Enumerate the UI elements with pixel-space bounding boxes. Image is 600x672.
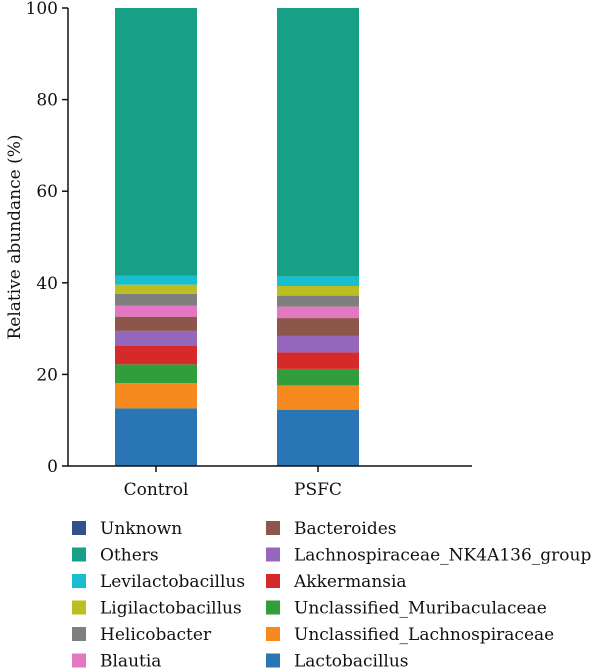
bar-segment-psfc-akkermansia [277, 352, 359, 369]
legend-swatch-helicobacter [72, 627, 86, 641]
legend-label: Unclassified_Muribaculaceae [294, 599, 547, 619]
legend-label: Akkermansia [293, 572, 407, 592]
bar-segment-psfc-unclassified-muribaculaceae [277, 368, 359, 386]
bar-segment-psfc-lachnospiraceae-nk4a136-group [277, 335, 359, 353]
legend-swatch-unclassified-lachnospiraceae [266, 627, 280, 641]
bar-segment-control-unclassified-lachnospiraceae [115, 383, 197, 409]
legend-swatch-akkermansia [266, 574, 280, 588]
legend-swatch-lachnospiraceae-nk4a136-group [266, 547, 280, 562]
x-tick-label: PSFC [294, 480, 342, 500]
bar-segment-psfc-levilactobacillus [277, 276, 359, 287]
x-tick-label: Control [124, 480, 189, 500]
bar-segment-psfc-unclassified-lachnospiraceae [277, 385, 359, 410]
legend-label: Others [100, 546, 159, 566]
bar-segment-control-ligilactobacillus [115, 284, 197, 294]
bar-segment-psfc-lactobacillus [277, 409, 359, 466]
bar-segment-control-lactobacillus [115, 408, 197, 466]
y-tick-label: 20 [36, 365, 58, 385]
bar-segment-control-helicobacter [115, 293, 197, 306]
y-tick-label: 60 [36, 182, 58, 202]
y-tick-label: 0 [47, 457, 58, 477]
y-tick-label: 100 [26, 0, 58, 19]
bar-segment-control-akkermansia [115, 346, 197, 365]
bar-segment-psfc-helicobacter [277, 295, 359, 307]
legend-label: Unclassified_Lachnospiraceae [294, 625, 554, 645]
legend-swatch-levilactobacillus [72, 574, 86, 588]
y-tick-label: 40 [36, 274, 58, 294]
bar-segment-psfc-ligilactobacillus [277, 286, 359, 296]
y-tick-label: 80 [36, 91, 58, 111]
legend-swatch-others [72, 547, 86, 562]
bar-segment-control-unclassified-muribaculaceae [115, 364, 197, 384]
legend-swatch-lactobacillus [266, 653, 280, 668]
legend-swatch-bacteroides [266, 521, 280, 535]
bar-segment-control-levilactobacillus [115, 275, 197, 285]
legend-label: Bacteroides [294, 519, 397, 539]
legend-label: Lachnospiraceae_NK4A136_group [294, 546, 591, 566]
plot-area: 0 20 40 60 80 100 Control PSFC Relative abundanc… [5, 0, 472, 500]
bar-segment-psfc-bacteroides [277, 318, 359, 336]
bar-segment-control-bacteroides [115, 316, 197, 331]
legend-label: Blautia [100, 652, 161, 672]
legend-swatch-unclassified-muribaculaceae [266, 600, 280, 615]
legend-swatch-unknown [72, 521, 86, 535]
legend-label: Lactobacillus [294, 652, 409, 672]
bar-segment-control-lachnospiraceae-nk4a136-group [115, 330, 197, 347]
legend-swatch-blautia [72, 653, 86, 668]
legend-label: Levilactobacillus [100, 572, 245, 592]
legend: Unknown Others Levilactobacillus Ligilactob… [72, 519, 591, 672]
legend-label: Unknown [100, 519, 182, 539]
bar-segment-psfc-others [277, 8, 359, 277]
bar-segment-psfc-blautia [277, 306, 359, 319]
bar-segment-control-blautia [115, 305, 197, 317]
y-axis-title: Relative abundance (%) [5, 134, 25, 339]
legend-label: Ligilactobacillus [100, 599, 242, 619]
legend-label: Helicobacter [100, 625, 212, 645]
bar-segment-control-others [115, 8, 197, 276]
legend-swatch-ligilactobacillus [72, 600, 86, 615]
